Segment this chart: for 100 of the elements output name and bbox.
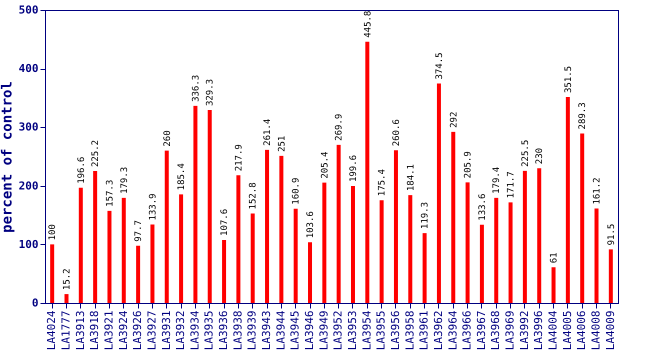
- bar: [608, 249, 613, 303]
- bar: [250, 213, 255, 303]
- data-label: 133.6: [478, 194, 488, 221]
- bar: [408, 195, 412, 303]
- x-tick-label: LA3956: [388, 310, 402, 350]
- data-label: 251: [277, 136, 288, 152]
- data-label: 61: [550, 252, 560, 264]
- x-tick-label: LA3962: [432, 310, 445, 350]
- data-label: 133.9: [148, 193, 158, 221]
- data-label: 205.4: [320, 152, 330, 179]
- x-tick-label: LA3944: [274, 310, 288, 350]
- bar: [580, 133, 584, 303]
- bar: [308, 242, 312, 303]
- x-tick-label: LA3913: [74, 310, 87, 350]
- bar: [322, 182, 326, 303]
- x-tick-label: LA3926: [131, 310, 144, 350]
- data-label: 15.2: [62, 268, 72, 290]
- data-label: 171.7: [506, 171, 517, 198]
- data-label: 184.1: [406, 164, 416, 192]
- y-tick-label: 400: [18, 62, 38, 76]
- data-label: 103.6: [306, 211, 316, 238]
- bar: [294, 208, 298, 303]
- x-tick-label: LA4024: [45, 310, 58, 350]
- x-tick-label: LA3924: [116, 310, 130, 350]
- bar: [193, 106, 198, 303]
- x-tick-label: LA3939: [246, 310, 259, 350]
- bar: [136, 246, 140, 303]
- bar: [265, 150, 270, 303]
- data-label: 152.8: [248, 182, 259, 210]
- x-tick-label: LA3918: [88, 310, 102, 350]
- x-tick-label: LA3936: [217, 310, 230, 350]
- bar: [93, 171, 98, 303]
- y-tick-label: 100: [18, 238, 38, 251]
- data-label: 289.3: [578, 102, 588, 130]
- x-tick-label: LA3952: [332, 310, 345, 350]
- data-label: 100: [48, 224, 58, 240]
- data-label: 329.3: [206, 78, 216, 106]
- data-label: 230: [535, 148, 546, 164]
- x-tick-label: LA3932: [174, 310, 188, 350]
- bar: [222, 240, 226, 303]
- x-tick-label: LA3943: [260, 310, 274, 350]
- data-label: 179.4: [492, 166, 502, 194]
- data-label: 260: [162, 130, 173, 147]
- data-label: 196.6: [76, 156, 87, 184]
- data-label: 225.5: [520, 140, 531, 167]
- x-tick-label: LA3934: [188, 310, 202, 350]
- data-label: 269.9: [334, 114, 345, 141]
- bar: [466, 182, 470, 303]
- bar: [494, 198, 498, 303]
- bar: [451, 132, 456, 303]
- data-label: 157.3: [105, 180, 116, 207]
- bar: [552, 267, 556, 303]
- data-label: 119.3: [420, 202, 431, 230]
- data-label: 179.3: [120, 166, 130, 194]
- data-label: 261.4: [263, 118, 274, 146]
- x-tick-label: LA4008: [590, 310, 603, 350]
- data-label: 260.6: [392, 119, 402, 146]
- bar: [394, 150, 398, 303]
- y-tick-label: 200: [18, 179, 38, 192]
- y-tick-label: 0: [32, 296, 38, 310]
- bar: [336, 144, 341, 303]
- bar: [537, 168, 542, 303]
- bar: [436, 84, 441, 303]
- x-tick-label: LA3938: [231, 310, 244, 350]
- x-tick-label: LA3968: [489, 310, 502, 350]
- data-label: 97.7: [134, 220, 144, 242]
- data-label: 175.4: [378, 169, 388, 196]
- data-label: 199.6: [348, 154, 359, 182]
- x-tick-label: LA4006: [575, 310, 588, 350]
- bar: [122, 198, 126, 303]
- x-tick-label: LA3996: [532, 310, 546, 350]
- data-label: 445.8: [363, 10, 374, 38]
- x-tick-label: LA4009: [604, 310, 617, 350]
- x-tick-label: LA3921: [102, 310, 116, 350]
- bar: [208, 110, 212, 303]
- x-tick-label: LA3964: [446, 310, 460, 350]
- x-tick-label: LA3969: [504, 310, 517, 350]
- bar: [179, 194, 184, 303]
- y-tick-label: 300: [18, 120, 38, 134]
- y-axis-title: percent of control: [0, 81, 16, 233]
- bar: [422, 233, 427, 303]
- x-tick-label: LA1777: [59, 310, 72, 350]
- bar: [480, 224, 484, 303]
- data-label: 217.9: [234, 144, 244, 172]
- bar: [78, 188, 83, 303]
- data-label: 160.9: [292, 178, 302, 205]
- x-tick-label: LA3935: [202, 310, 216, 350]
- bar: [236, 175, 240, 303]
- data-label: 161.2: [592, 177, 603, 205]
- x-tick-label: LA3961: [418, 310, 431, 350]
- x-tick-label: LA4004: [546, 310, 560, 350]
- x-tick-label: LA3958: [403, 310, 416, 350]
- data-label: 91.5: [606, 224, 617, 246]
- data-label: 225.2: [91, 140, 102, 168]
- x-tick-label: LA3946: [303, 310, 316, 350]
- bar: [50, 244, 54, 303]
- x-tick-label: LA3927: [145, 310, 158, 350]
- x-tick-label: LA3953: [346, 310, 359, 350]
- bar: [522, 170, 527, 303]
- data-label: 107.6: [220, 208, 230, 236]
